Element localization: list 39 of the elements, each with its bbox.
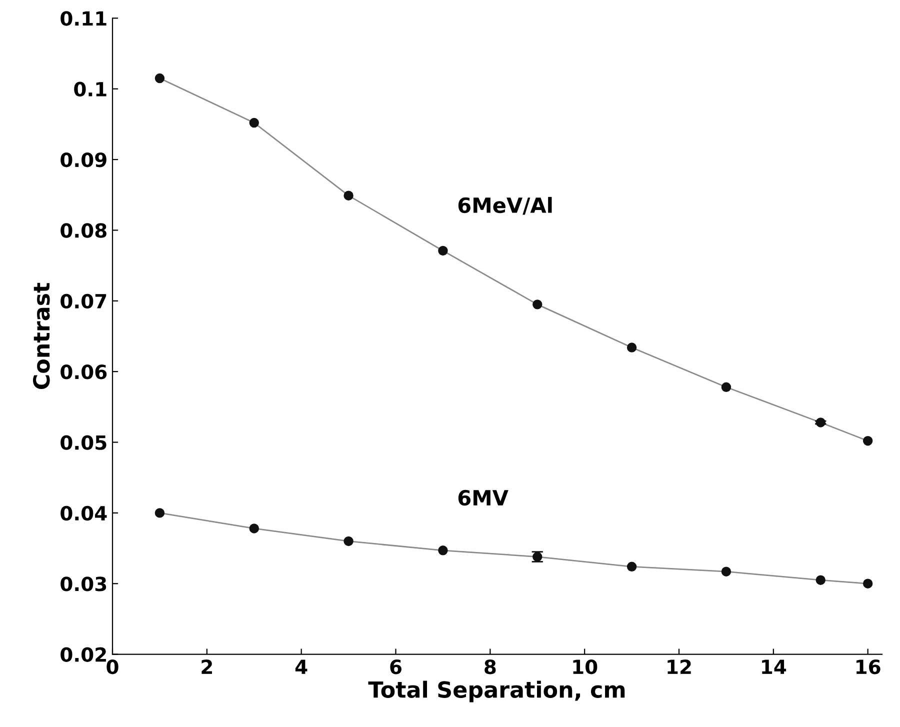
y-tick-label: 0.05 [60, 435, 106, 450]
x-tick-label: 16 [856, 660, 880, 674]
point [154, 73, 165, 84]
x-axis-title: Total Separation, cm [368, 680, 625, 702]
x-tick-label: 6 [390, 660, 402, 674]
point [626, 562, 637, 572]
y-axis-title: Contrast [32, 282, 50, 390]
y-tick-label: 0.11 [60, 11, 106, 26]
y-tick-label: 0.02 [60, 647, 106, 662]
point [862, 578, 873, 588]
x-tick-label: 4 [295, 660, 308, 674]
point [344, 190, 354, 200]
text: 6MV [458, 490, 508, 506]
x-tick-label: 8 [484, 660, 496, 674]
x-tick-label: 12 [668, 660, 691, 674]
y-tick-label: 0.08 [60, 223, 106, 238]
point [816, 575, 826, 585]
x-tick-label: 14 [762, 660, 786, 674]
point [721, 382, 732, 392]
point [721, 566, 732, 576]
point [438, 546, 448, 556]
x-tick-label: 2 [202, 660, 212, 674]
point [438, 246, 448, 256]
point [249, 118, 259, 128]
point [532, 300, 542, 310]
point [626, 342, 637, 352]
point [344, 536, 354, 546]
point [249, 524, 259, 534]
x-tick-label: 10 [573, 660, 598, 674]
y-tick-label: 0.09 [60, 152, 106, 168]
y-tick-label: 0.03 [60, 576, 106, 592]
point [154, 508, 165, 518]
y-tick-label: 0.04 [60, 506, 107, 521]
y-tick-label: 0.07 [60, 294, 106, 309]
x-tick-label: 0 [106, 660, 118, 674]
point [862, 436, 873, 446]
series-label: 6MeV/Al [458, 196, 552, 215]
y-tick-label: 0.1 [74, 82, 106, 97]
y-tick-label: 0.06 [60, 364, 107, 380]
